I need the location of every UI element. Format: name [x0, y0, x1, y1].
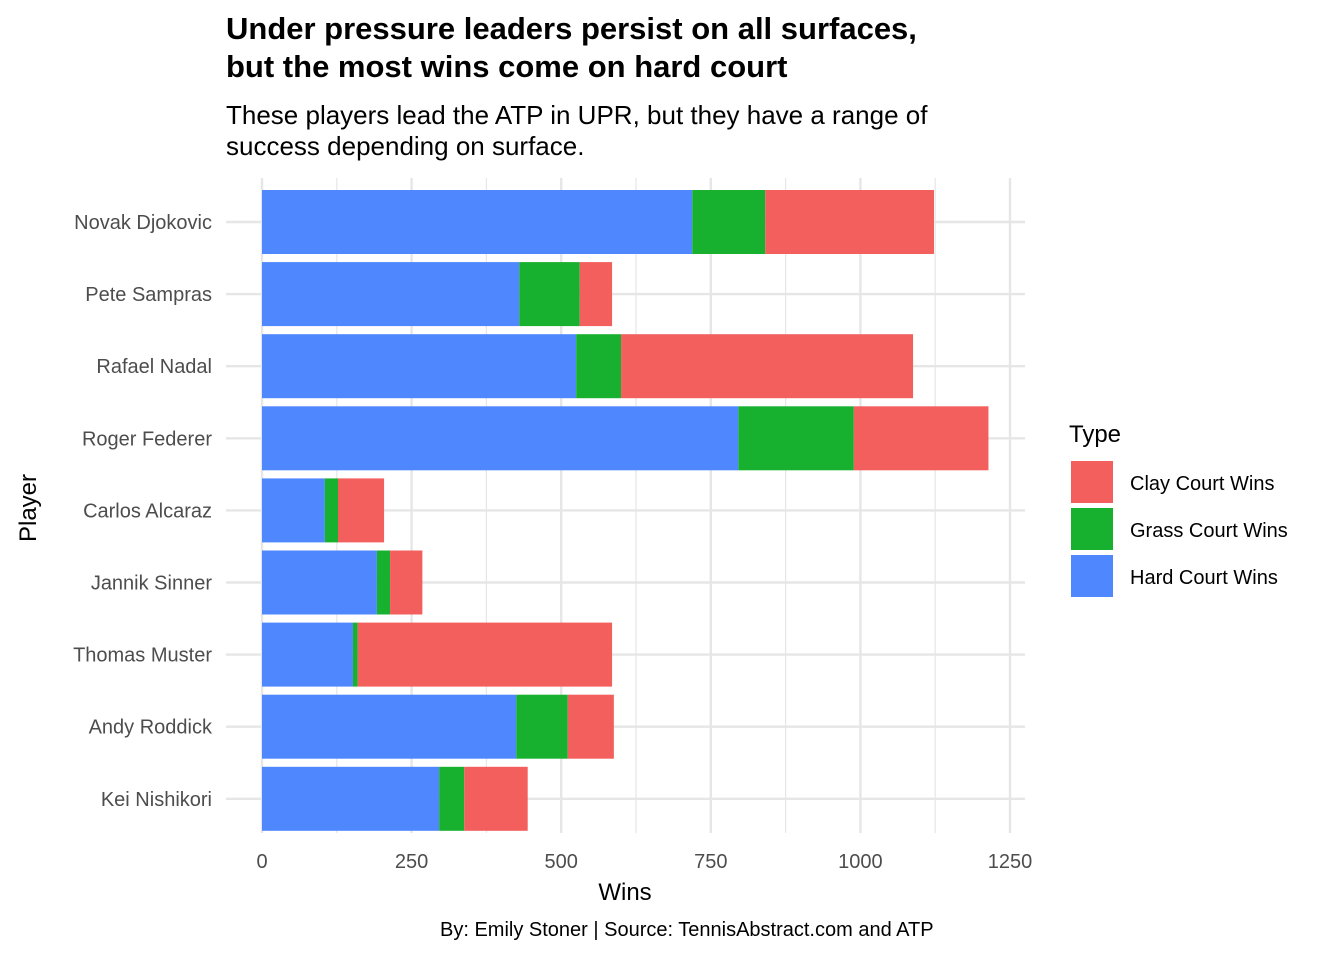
bar-carlos-alcaraz-grass [324, 478, 338, 543]
bar-jannik-sinner-clay [390, 550, 423, 615]
x-tick-label: 750 [694, 851, 727, 873]
y-tick-labels: Novak Djokovic Pete Sampras Rafael Nadal Ro… [73, 212, 213, 811]
bar-kei-nishikori-grass [439, 766, 465, 831]
y-tick-label: Pete Sampras [85, 284, 212, 306]
bar-rafael-nadal-clay [621, 334, 914, 399]
bar-novak-djokovic-clay [765, 190, 935, 254]
chart-title-line-2: but the most wins come on hard court [226, 49, 788, 84]
bar-pete-sampras-grass [519, 262, 580, 327]
legend-swatch-grass [1071, 508, 1113, 550]
legend: Type Clay Court Wins Grass Court Wins Hard… [1069, 421, 1288, 597]
bar-jannik-sinner-grass [376, 550, 391, 615]
bar-thomas-muster-clay [357, 622, 613, 687]
chart-title-line-1: Under pressure leaders persist on all su… [226, 11, 917, 46]
x-tick-label: 500 [545, 851, 578, 873]
bar-novak-djokovic-hard [262, 190, 693, 254]
y-tick-label: Novak Djokovic [74, 212, 212, 234]
x-tick-labels: 0 250 500 750 1000 1250 [256, 851, 1032, 873]
bar-kei-nishikori-clay [464, 766, 528, 831]
chart-subtitle-line-1: These players lead the ATP in UPR, but t… [226, 100, 928, 130]
y-axis-title: Player [15, 474, 42, 542]
chart-title: Under pressure leaders persist on all su… [226, 10, 1206, 86]
x-tick-label: 1000 [838, 851, 883, 873]
y-tick-label: Jannik Sinner [91, 573, 213, 595]
chart-subtitle-line-2: success depending on surface. [226, 131, 585, 161]
bar-andy-roddick-hard [262, 694, 517, 759]
legend-title: Type [1069, 421, 1121, 448]
y-tick-label: Thomas Muster [73, 645, 212, 667]
y-tick-label: Carlos Alcaraz [83, 500, 212, 522]
y-tick-label: Rafael Nadal [96, 356, 212, 378]
y-tick-label: Kei Nishikori [101, 789, 212, 811]
bar-carlos-alcaraz-clay [337, 478, 385, 543]
bar-rafael-nadal-grass [576, 334, 622, 399]
legend-label-grass: Grass Court Wins [1130, 520, 1288, 542]
bar-andy-roddick-grass [516, 694, 568, 759]
bar-roger-federer-hard [262, 406, 739, 471]
bar-pete-sampras-clay [579, 262, 613, 327]
bar-kei-nishikori-hard [262, 766, 440, 831]
legend-swatch-hard [1071, 555, 1113, 597]
y-tick-label: Andy Roddick [89, 717, 213, 739]
x-tick-label: 250 [395, 851, 428, 873]
bars [262, 190, 989, 831]
legend-swatch-clay [1071, 461, 1113, 503]
bar-novak-djokovic-grass [692, 190, 766, 254]
bar-roger-federer-grass [738, 406, 854, 471]
chart-subtitle: These players lead the ATP in UPR, but t… [226, 100, 1206, 162]
bar-rafael-nadal-hard [262, 334, 577, 399]
x-tick-label: 1250 [988, 851, 1033, 873]
chart-caption: By: Emily Stoner | Source: TennisAbstrac… [440, 919, 934, 941]
bar-pete-sampras-hard [262, 262, 520, 327]
x-tick-label: 0 [256, 851, 267, 873]
legend-label-hard: Hard Court Wins [1130, 567, 1278, 589]
y-tick-label: Roger Federer [82, 428, 212, 450]
bar-roger-federer-clay [853, 406, 989, 471]
legend-label-clay: Clay Court Wins [1130, 473, 1274, 495]
bar-carlos-alcaraz-hard [262, 478, 325, 543]
bar-thomas-muster-hard [262, 622, 353, 687]
bar-thomas-muster-grass [352, 622, 358, 687]
x-axis-title: Wins [598, 879, 651, 906]
bar-andy-roddick-clay [567, 694, 614, 759]
bar-jannik-sinner-hard [262, 550, 377, 615]
